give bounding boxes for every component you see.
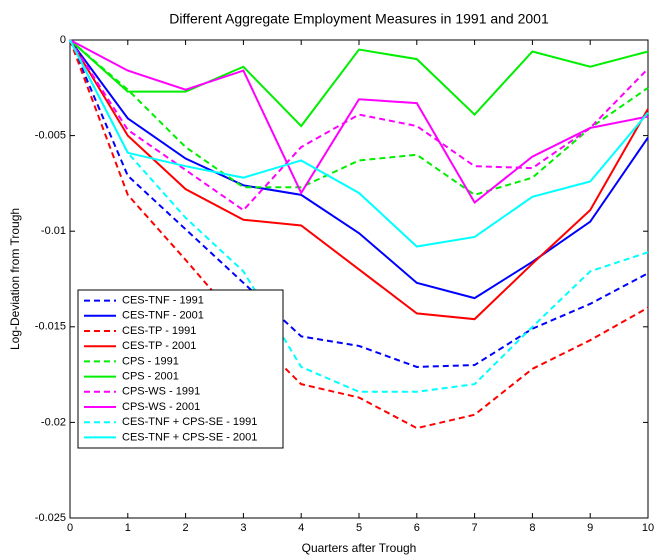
y-tick-label: -0.02 xyxy=(41,416,66,428)
legend-label: CES-TP - 1991 xyxy=(122,325,196,337)
legend-label: CPS - 2001 xyxy=(122,371,179,383)
chart-title: Different Aggregate Employment Measures … xyxy=(169,11,549,27)
legend-label: CES-TNF + CPS-SE - 1991 xyxy=(122,416,257,428)
y-tick-label: 0 xyxy=(60,34,66,46)
legend-label: CPS-WS - 1991 xyxy=(122,386,200,398)
legend-label: CES-TP - 2001 xyxy=(122,340,196,352)
series-line xyxy=(69,39,649,368)
legend-label: CPS-WS - 2001 xyxy=(122,401,200,413)
x-tick-label: 0 xyxy=(67,522,73,534)
x-tick-label: 9 xyxy=(587,522,593,534)
series-line xyxy=(69,39,649,321)
y-tick-label: -0.025 xyxy=(35,512,66,524)
series-line xyxy=(69,39,649,248)
y-tick-label: -0.005 xyxy=(35,130,66,142)
series-line xyxy=(69,39,649,128)
series-line xyxy=(69,39,649,430)
x-tick-label: 7 xyxy=(472,522,478,534)
x-tick-label: 2 xyxy=(183,522,189,534)
legend-label: CES-TNF - 1991 xyxy=(122,295,204,307)
series-line xyxy=(69,39,649,196)
y-tick-label: -0.015 xyxy=(35,321,66,333)
series-line xyxy=(69,39,649,300)
legend-label: CPS - 1991 xyxy=(122,355,179,367)
y-tick-label: -0.01 xyxy=(41,225,66,237)
legend-label: CES-TNF - 2001 xyxy=(122,310,204,322)
y-axis-label: Log-Deviation from Trough xyxy=(8,208,22,350)
x-axis-label: Quarters after Trough xyxy=(302,541,417,555)
series-line xyxy=(69,39,649,205)
x-tick-label: 4 xyxy=(298,522,304,534)
series-line xyxy=(69,39,649,393)
legend-label: CES-TNF + CPS-SE - 2001 xyxy=(122,431,257,443)
legend: CES-TNF - 1991 CES-TNF - 2001 CES-TP - 199… xyxy=(77,289,284,449)
x-tick-label: 10 xyxy=(642,522,654,534)
x-tick-label: 5 xyxy=(356,522,362,534)
x-tick-label: 1 xyxy=(125,522,131,534)
x-tick-label: 6 xyxy=(414,522,420,534)
series-line xyxy=(69,39,649,212)
x-tick-label: 3 xyxy=(240,522,246,534)
x-tick-label: 8 xyxy=(529,522,535,534)
